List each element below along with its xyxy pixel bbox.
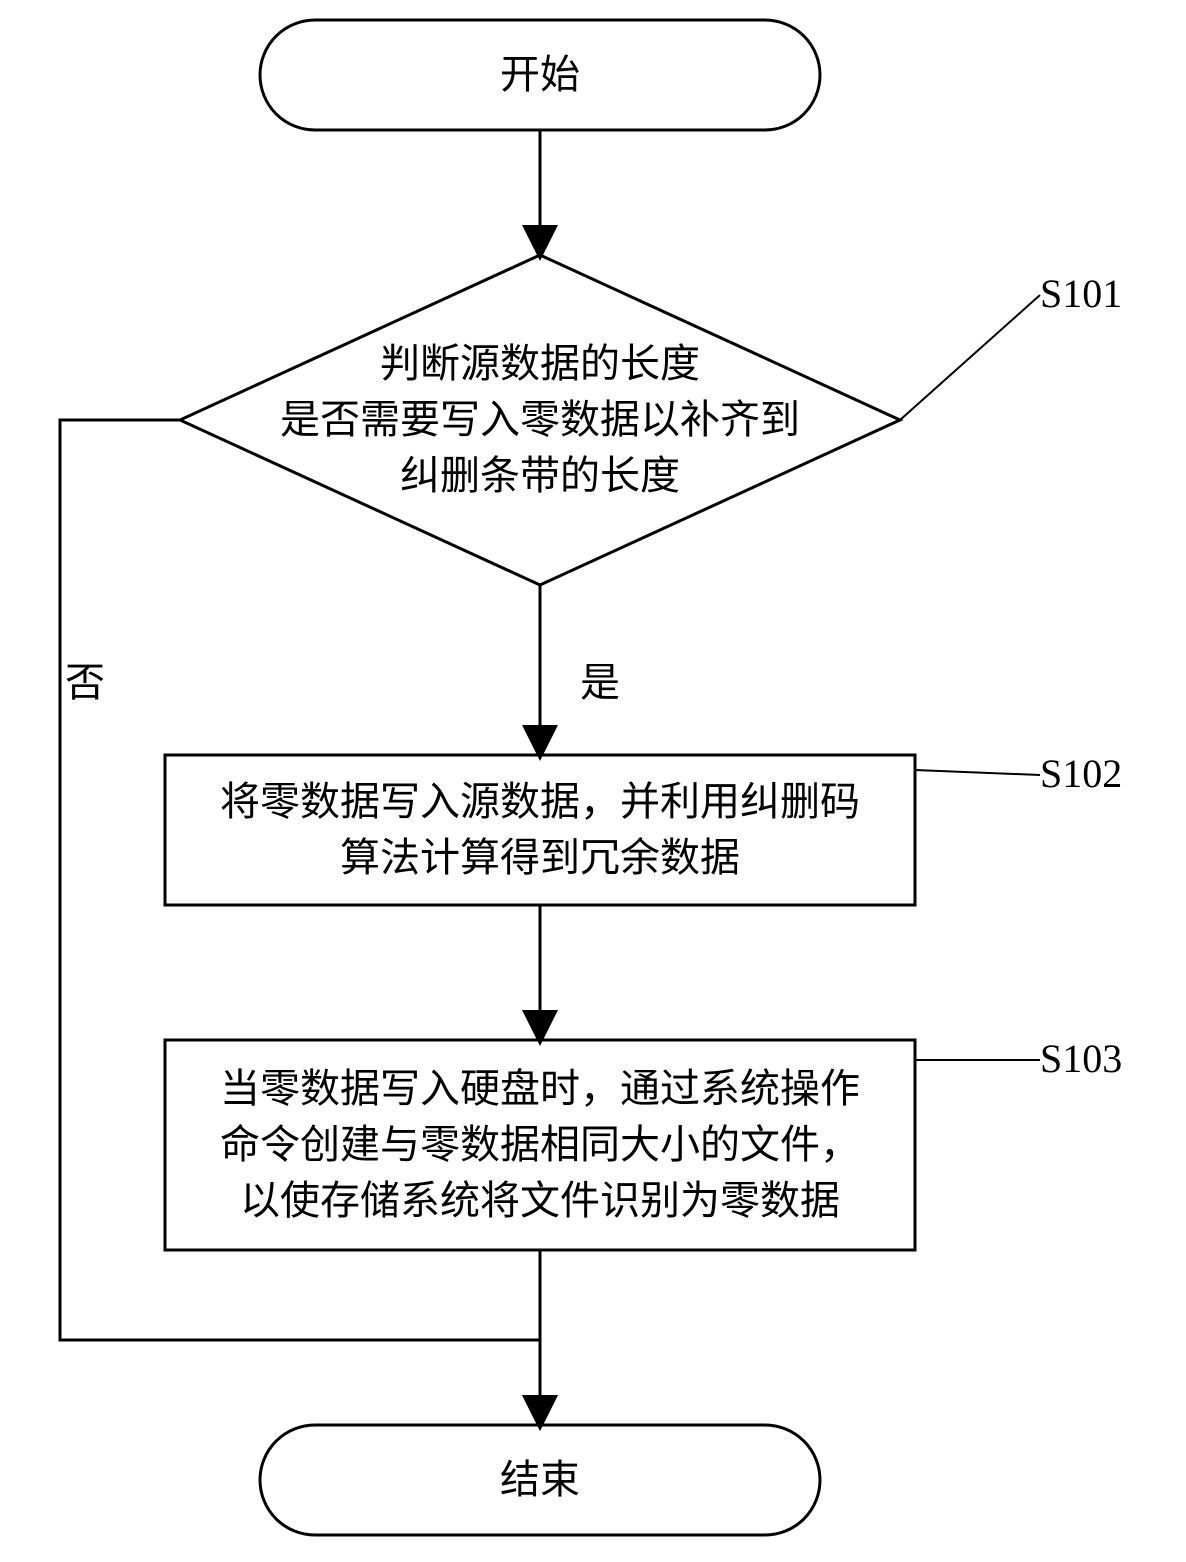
proc1-line-1: 将零数据写入源数据，并利用纠删码 (220, 774, 860, 830)
step-label-s102: S102 (1040, 750, 1122, 797)
proc1-node-label: 将零数据写入源数据，并利用纠删码 算法计算得到冗余数据 (165, 755, 915, 905)
proc2-line-2: 命令创建与零数据相同大小的文件， (220, 1117, 860, 1173)
proc1-line-2: 算法计算得到冗余数据 (340, 830, 740, 886)
proc2-line-1: 当零数据写入硬盘时，通过系统操作 (220, 1061, 860, 1117)
decision-line-3: 纠删条带的长度 (400, 448, 680, 504)
end-node-label: 结束 (260, 1425, 820, 1535)
start-node-label: 开始 (260, 20, 820, 130)
decision-line-2: 是否需要写入零数据以补齐到 (280, 392, 800, 448)
step-label-s103: S103 (1040, 1035, 1122, 1082)
proc2-node-label: 当零数据写入硬盘时，通过系统操作 命令创建与零数据相同大小的文件， 以使存储系统… (165, 1040, 915, 1250)
decision-node-label: 判断源数据的长度 是否需要写入零数据以补齐到 纠删条带的长度 (180, 330, 900, 510)
edge-label-no: 否 (65, 650, 105, 708)
proc2-line-3: 以使存储系统将文件识别为零数据 (240, 1173, 840, 1229)
decision-line-1: 判断源数据的长度 (380, 336, 700, 392)
step-label-s101: S101 (1040, 270, 1122, 317)
edge-label-yes: 是 (580, 650, 620, 708)
